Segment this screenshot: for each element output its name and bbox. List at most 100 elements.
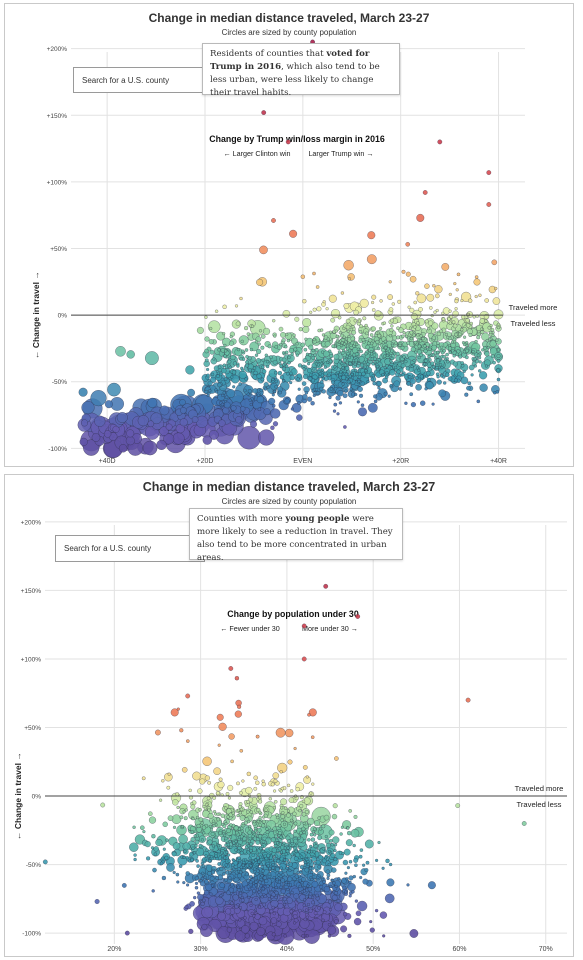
county-point xyxy=(454,299,459,304)
county-point xyxy=(217,781,225,789)
county-point xyxy=(491,333,495,338)
county-point xyxy=(218,830,223,836)
county-point xyxy=(303,863,307,867)
county-point xyxy=(423,348,428,354)
county-point xyxy=(400,334,405,339)
county-point xyxy=(342,326,346,331)
county-point xyxy=(195,415,209,428)
y-tick-label: -50% xyxy=(52,379,67,386)
county-point xyxy=(272,806,277,810)
county-point xyxy=(261,110,267,116)
county-point xyxy=(238,891,243,895)
county-point xyxy=(286,883,291,887)
county-point xyxy=(183,816,188,821)
county-search-input[interactable]: Search for a U.S. county xyxy=(73,67,209,93)
county-point xyxy=(350,828,360,838)
county-point xyxy=(246,819,251,824)
county-point xyxy=(199,778,206,785)
county-point xyxy=(223,401,231,409)
county-point xyxy=(282,902,287,907)
county-point xyxy=(281,379,286,383)
county-point xyxy=(153,852,158,856)
county-point xyxy=(493,309,504,320)
county-point xyxy=(409,307,415,313)
county-point xyxy=(230,759,234,764)
county-point xyxy=(302,325,310,334)
county-point xyxy=(401,373,405,377)
county-point xyxy=(252,366,257,370)
county-point xyxy=(412,358,416,363)
county-point xyxy=(144,840,151,848)
county-point xyxy=(133,853,137,857)
county-point xyxy=(234,848,238,852)
county-point xyxy=(359,848,364,852)
county-point xyxy=(306,862,311,866)
county-point xyxy=(241,368,245,372)
county-point xyxy=(286,862,290,867)
county-point xyxy=(279,835,283,839)
county-point xyxy=(233,891,237,896)
county-point xyxy=(385,353,390,358)
county-point xyxy=(256,927,266,936)
county-point xyxy=(222,872,226,876)
county-point xyxy=(148,816,157,824)
county-point xyxy=(342,393,348,399)
county-point xyxy=(197,893,204,901)
county-point xyxy=(384,345,388,350)
county-point xyxy=(344,372,348,376)
county-point xyxy=(311,348,315,353)
x-tick-label: +20R xyxy=(392,458,409,465)
county-point xyxy=(289,229,298,238)
county-point xyxy=(369,927,375,933)
county-point xyxy=(195,859,199,863)
county-point xyxy=(246,332,251,336)
county-point xyxy=(243,916,247,920)
county-point xyxy=(452,354,456,358)
county-point xyxy=(273,370,278,375)
county-point xyxy=(295,786,300,792)
county-point xyxy=(252,914,256,918)
county-point xyxy=(284,398,290,404)
county-point xyxy=(303,917,308,922)
county-point xyxy=(216,844,221,848)
county-point xyxy=(252,388,259,394)
y-tick-label: +50% xyxy=(50,246,67,253)
county-point xyxy=(311,900,315,905)
county-point xyxy=(216,713,224,721)
county-point xyxy=(452,361,459,367)
county-point xyxy=(198,807,202,812)
county-point xyxy=(230,882,234,887)
county-point xyxy=(240,829,244,833)
county-point xyxy=(437,139,443,145)
county-point xyxy=(299,864,305,870)
county-point xyxy=(439,345,444,349)
county-point xyxy=(246,844,251,848)
county-point xyxy=(255,839,261,845)
county-point xyxy=(236,781,240,786)
county-point xyxy=(185,883,190,887)
county-point xyxy=(307,886,313,892)
county-point xyxy=(344,389,348,393)
county-point xyxy=(133,857,137,862)
county-search-input[interactable]: Search for a U.S. county xyxy=(55,535,205,562)
county-point xyxy=(271,318,276,323)
county-point xyxy=(249,420,258,428)
county-point xyxy=(465,343,469,348)
county-point xyxy=(476,335,481,340)
county-point xyxy=(214,390,219,394)
county-point xyxy=(201,906,214,919)
county-point xyxy=(263,408,271,416)
county-point xyxy=(301,799,306,804)
county-point xyxy=(465,697,471,703)
county-point xyxy=(260,844,264,849)
county-point xyxy=(379,911,388,919)
county-point xyxy=(79,437,88,447)
county-point xyxy=(328,907,333,912)
county-point xyxy=(416,213,425,222)
county-point xyxy=(375,364,380,369)
county-point xyxy=(268,397,276,405)
county-point xyxy=(434,293,440,299)
county-point xyxy=(434,285,443,294)
county-point xyxy=(147,397,158,408)
county-point xyxy=(277,873,281,877)
